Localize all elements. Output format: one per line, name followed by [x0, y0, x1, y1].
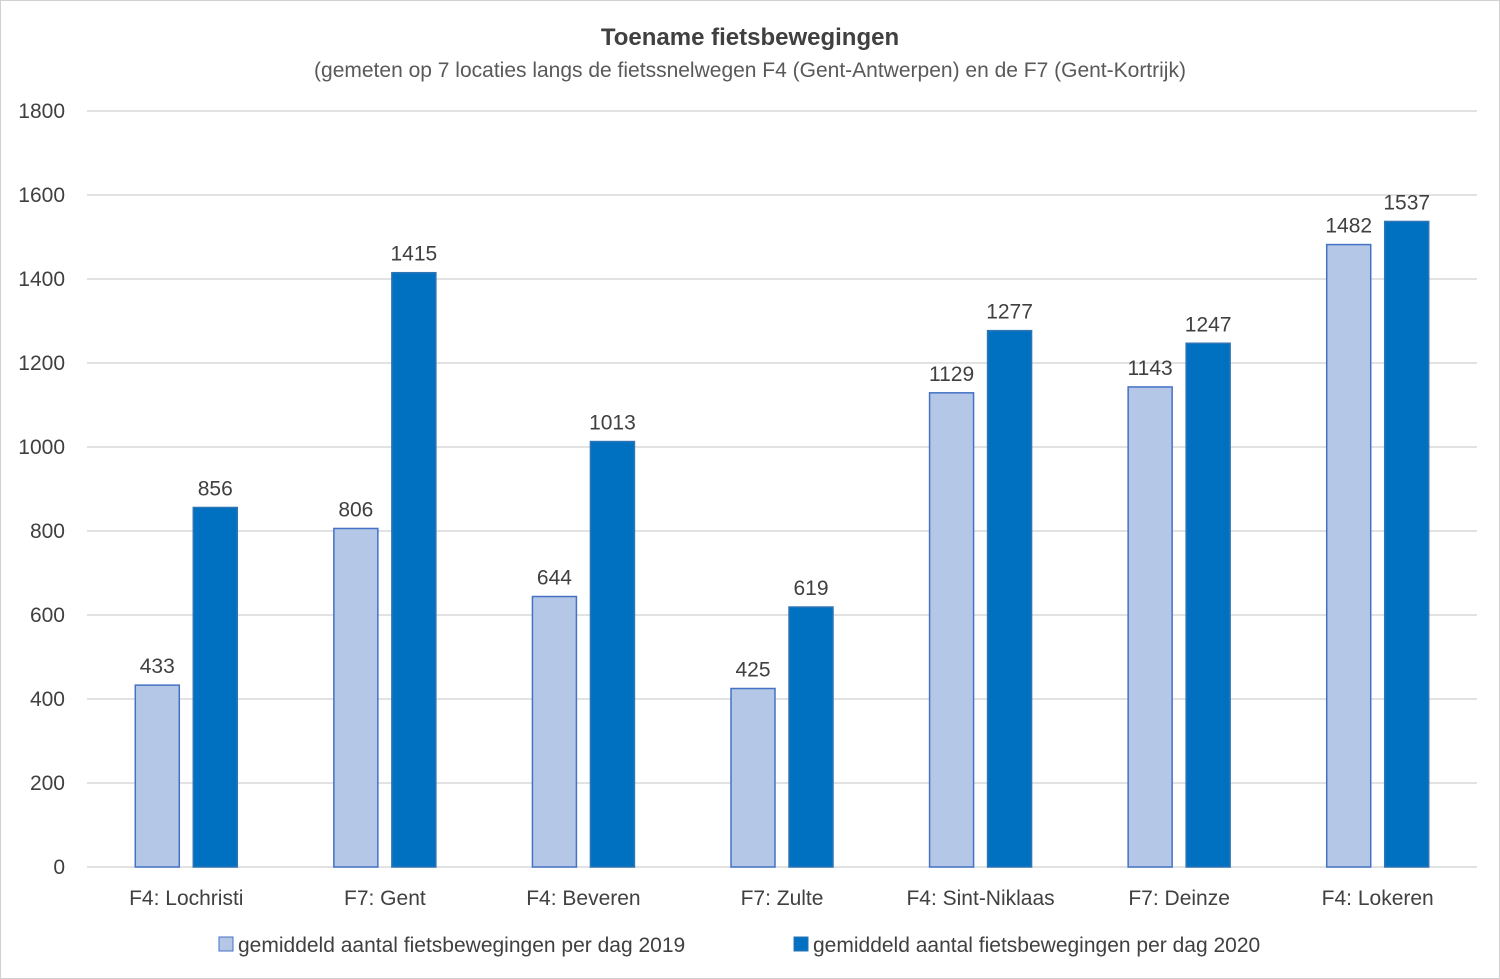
data-label: 619	[793, 577, 828, 600]
y-tick-label: 400	[30, 688, 65, 711]
bar-series-1-cat-0	[192, 506, 239, 868]
data-label: 1537	[1383, 191, 1430, 214]
x-axis-ticks: F4: Lochristi F7: Gent F4: Beveren F7: Zult…	[129, 887, 1434, 910]
data-labels: 433 856 806 1415 644 1013 425 619 1129 1277 1143 12…	[140, 191, 1430, 681]
bar-series-0-cat-1	[333, 527, 379, 868]
data-label: 856	[198, 477, 233, 500]
y-tick-label: 1200	[18, 352, 65, 375]
x-tick-label: F7: Deinze	[1128, 887, 1230, 910]
data-label: 1247	[1185, 313, 1232, 336]
bar-series-0-cat-2	[531, 595, 578, 868]
chart-title: Toename fietsbewegingen	[601, 24, 899, 51]
data-label: 1129	[929, 363, 974, 386]
y-tick-label: 1400	[18, 268, 65, 291]
gridlines	[87, 110, 1477, 868]
legend-label: gemiddeld aantal fietsbewegingen per dag…	[238, 934, 685, 957]
x-tick-label: F4: Beveren	[526, 887, 640, 910]
legend: gemiddeld aantal fietsbewegingen per dag…	[218, 934, 1260, 957]
bar-series-1-cat-5	[1185, 342, 1231, 868]
data-label: 1277	[986, 301, 1033, 324]
bar-series-0-cat-6	[1325, 243, 1372, 868]
data-label: 644	[537, 567, 572, 590]
legend-swatch	[793, 936, 809, 952]
legend-swatch	[218, 936, 234, 952]
data-label: 1013	[589, 412, 636, 435]
bars	[134, 220, 1430, 868]
x-tick-label: F7: Gent	[344, 887, 426, 910]
data-label: 425	[735, 659, 770, 682]
y-tick-label: 200	[30, 772, 65, 795]
x-tick-label: F4: Lochristi	[129, 887, 243, 910]
bar-series-1-cat-1	[391, 271, 437, 868]
y-axis-ticks: 0 200 400 600 800 1000 1200 1400 1600 1800	[18, 100, 65, 879]
data-label: 806	[338, 498, 373, 521]
x-tick-label: F4: Sint-Niklaas	[906, 887, 1054, 910]
bar-series-0-cat-3	[730, 687, 776, 868]
y-tick-label: 0	[53, 856, 65, 879]
data-label: 1143	[1128, 357, 1173, 380]
data-label: 433	[140, 655, 175, 678]
chart-subtitle: (gemeten op 7 locaties langs de fietssne…	[314, 59, 1186, 82]
bar-series-1-cat-2	[589, 440, 636, 868]
y-tick-label: 600	[30, 604, 65, 627]
y-tick-label: 1000	[18, 436, 65, 459]
x-tick-label: F4: Lokeren	[1322, 887, 1434, 910]
legend-label: gemiddeld aantal fietsbewegingen per dag…	[813, 934, 1260, 957]
x-tick-label: F7: Zulte	[741, 887, 824, 910]
bar-series-0-cat-4	[928, 392, 975, 868]
y-tick-label: 1800	[18, 100, 65, 123]
bar-series-1-cat-6	[1383, 220, 1430, 868]
data-label: 1415	[390, 243, 437, 266]
data-label: 1482	[1325, 215, 1372, 238]
y-tick-label: 800	[30, 520, 65, 543]
bar-series-1-cat-3	[788, 606, 834, 868]
bar-series-0-cat-5	[1127, 386, 1173, 868]
bar-series-0-cat-0	[134, 684, 181, 868]
bar-series-1-cat-4	[986, 329, 1033, 868]
y-tick-label: 1600	[18, 184, 65, 207]
